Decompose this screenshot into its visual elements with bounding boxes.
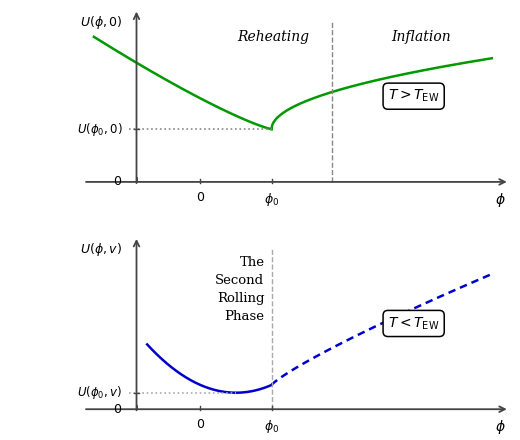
Text: $\phi$: $\phi$ bbox=[496, 191, 506, 209]
Text: Reheating: Reheating bbox=[237, 30, 309, 44]
Text: $\phi$: $\phi$ bbox=[496, 418, 506, 436]
Text: $0$: $0$ bbox=[196, 191, 205, 204]
Text: $0$: $0$ bbox=[113, 403, 122, 416]
Text: $\phi_0$: $\phi_0$ bbox=[264, 418, 279, 435]
Text: $T < T_{\mathrm{EW}}$: $T < T_{\mathrm{EW}}$ bbox=[388, 315, 439, 332]
Text: $U(\phi_0, 0)$: $U(\phi_0, 0)$ bbox=[76, 121, 122, 138]
Text: Inflation: Inflation bbox=[391, 30, 450, 44]
Text: $T > T_{\mathrm{EW}}$: $T > T_{\mathrm{EW}}$ bbox=[388, 88, 439, 104]
Text: $U(\phi_0, v)$: $U(\phi_0, v)$ bbox=[77, 384, 122, 401]
Text: $U(\phi, v)$: $U(\phi, v)$ bbox=[81, 241, 122, 258]
Text: $\phi_0$: $\phi_0$ bbox=[264, 191, 279, 208]
Text: The
Second
Rolling
Phase: The Second Rolling Phase bbox=[215, 256, 264, 323]
Text: $0$: $0$ bbox=[196, 418, 205, 431]
Text: $0$: $0$ bbox=[113, 176, 122, 188]
Text: $U(\phi, 0)$: $U(\phi, 0)$ bbox=[80, 14, 122, 31]
